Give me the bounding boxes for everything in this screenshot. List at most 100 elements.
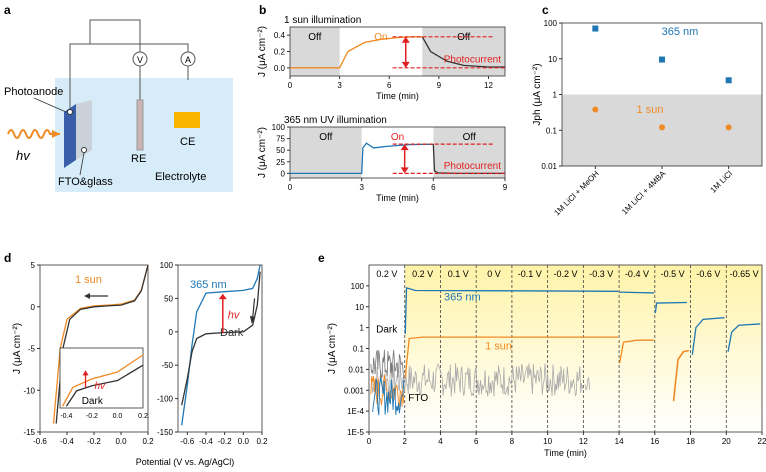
x-axis-label: Time (min) — [376, 193, 419, 203]
ammeter-label: A — [185, 55, 191, 65]
arrow-head — [400, 144, 409, 151]
fto-trace — [584, 376, 590, 391]
data-point — [725, 124, 732, 131]
inset-hv-label: hv — [94, 381, 106, 392]
panel-a: a V A RE CE Electrolyte Photoanode FTO&g… — [4, 3, 233, 192]
y-tick-label: 1E-4 — [347, 407, 364, 416]
wire — [89, 19, 141, 52]
fto-glass-plate — [76, 100, 92, 160]
arrow-icon — [52, 130, 60, 138]
uv-label: 365 nm — [444, 291, 481, 303]
data-point — [592, 25, 599, 32]
x-tick-label: 6 — [431, 183, 436, 192]
voltage-label: -0.6 V — [696, 269, 720, 279]
voltage-label: -0.5 V — [661, 269, 685, 279]
x-tick-label: -0.6 — [33, 437, 47, 446]
x-tick-label: 18 — [686, 437, 695, 446]
arrow-head — [401, 36, 410, 43]
y-tick-label: -150 — [157, 428, 174, 437]
region-label: Off — [319, 132, 332, 143]
y-axis-label: J (μA cm⁻²) — [257, 26, 268, 77]
voltage-label: 0.2 V — [412, 269, 433, 279]
chart-title: 365 nm UV illumination — [284, 115, 387, 126]
voltage-label: 0.1 V — [448, 269, 469, 279]
region-label: Off — [308, 32, 321, 43]
counter-electrode — [174, 112, 200, 128]
y-tick-label: 1 — [360, 324, 365, 333]
dark-label: Dark — [220, 327, 244, 339]
x-tick-label: 8 — [510, 437, 515, 446]
x-tick-label: -0.4 — [199, 437, 213, 446]
sun-segment — [404, 336, 619, 378]
ce-label: CE — [180, 136, 195, 148]
photocurrent-label: Photocurrent — [444, 54, 501, 65]
y-tick-label: 0 — [31, 303, 36, 312]
y-axis-label: Jph (μA cm⁻²) — [532, 63, 543, 125]
y-tick-label: 75 — [276, 135, 285, 144]
y-tick-label: 5 — [31, 261, 36, 270]
dark-trace — [370, 349, 405, 380]
series-line — [421, 36, 505, 68]
x-tick-label: -0.6 — [180, 437, 194, 446]
panel-d-letter: d — [4, 251, 11, 265]
y-tick-label: -50 — [161, 361, 173, 370]
y-tick-label: 100 — [351, 282, 365, 291]
electrolyte-label: Electrolyte — [155, 171, 206, 183]
chart-title: 1 sun illumination — [284, 15, 361, 26]
arrow-head — [401, 61, 410, 68]
x-tick-label: 22 — [758, 437, 766, 446]
y-tick-label: 0 — [281, 169, 286, 178]
y-tick-label: 25 — [276, 158, 285, 167]
y-tick-label: 1 — [553, 91, 558, 100]
series-line — [181, 271, 261, 406]
inset-dark-label: Dark — [82, 396, 104, 407]
inset-frame — [59, 347, 144, 409]
category-label: 1M LiCl + MeOH — [552, 169, 600, 217]
y-tick-label: -10 — [23, 386, 35, 395]
x-tick-label: 9 — [503, 183, 508, 192]
region-label: Off — [457, 32, 470, 43]
inset-tick-label: -0.4 — [60, 413, 72, 420]
y-tick-label: 0.0 — [274, 64, 286, 73]
inset-sun-line — [61, 354, 144, 407]
y-tick-label: 100 — [272, 123, 286, 132]
uv-segment — [727, 323, 761, 352]
legend-365nm: 365 nm — [662, 26, 699, 38]
region-label: On — [391, 132, 404, 143]
off-region — [290, 127, 362, 178]
photocurrent-label: Photocurrent — [444, 161, 501, 172]
x-tick-label: 6 — [474, 437, 479, 446]
x-tick-label: 0.0 — [115, 437, 127, 446]
x-tick-label: 2 — [403, 437, 408, 446]
x-tick-label: 12 — [579, 437, 588, 446]
photoanode-label: Photoanode — [4, 86, 63, 98]
uv-segment — [691, 317, 725, 355]
x-tick-label: 10 — [543, 437, 552, 446]
y-tick-label: 0.1 — [353, 345, 365, 354]
y-tick-label: 100 — [160, 261, 174, 270]
dark-label: Dark — [376, 324, 398, 335]
plot-frame — [177, 264, 263, 433]
photoanode-plate — [64, 104, 76, 168]
re-label: RE — [131, 153, 146, 165]
x-tick-label: 16 — [650, 437, 659, 446]
category-label: 1M LiCl + 4MBA — [620, 169, 668, 217]
y-axis-label: J (μA cm⁻²) — [12, 323, 23, 374]
y-axis-label: J (μA cm⁻²) — [327, 323, 338, 374]
x-tick-label: 3 — [337, 81, 342, 90]
category-label: 1M LiCl — [709, 169, 735, 195]
voltage-label: 0.2 V — [376, 269, 397, 279]
y-tick-label: 10 — [548, 55, 557, 64]
y-tick-label: -15 — [23, 428, 35, 437]
x-tick-label: 20 — [722, 437, 731, 446]
x-tick-label: 0.0 — [238, 437, 250, 446]
off-region — [433, 127, 505, 178]
data-point — [659, 56, 665, 63]
panel-b-letter: b — [259, 3, 266, 17]
data-point — [659, 124, 665, 131]
y-tick-label: 0.4 — [274, 31, 286, 40]
x-tick-label: 0.2 — [142, 437, 154, 446]
y-tick-label: 0.01 — [348, 365, 364, 374]
